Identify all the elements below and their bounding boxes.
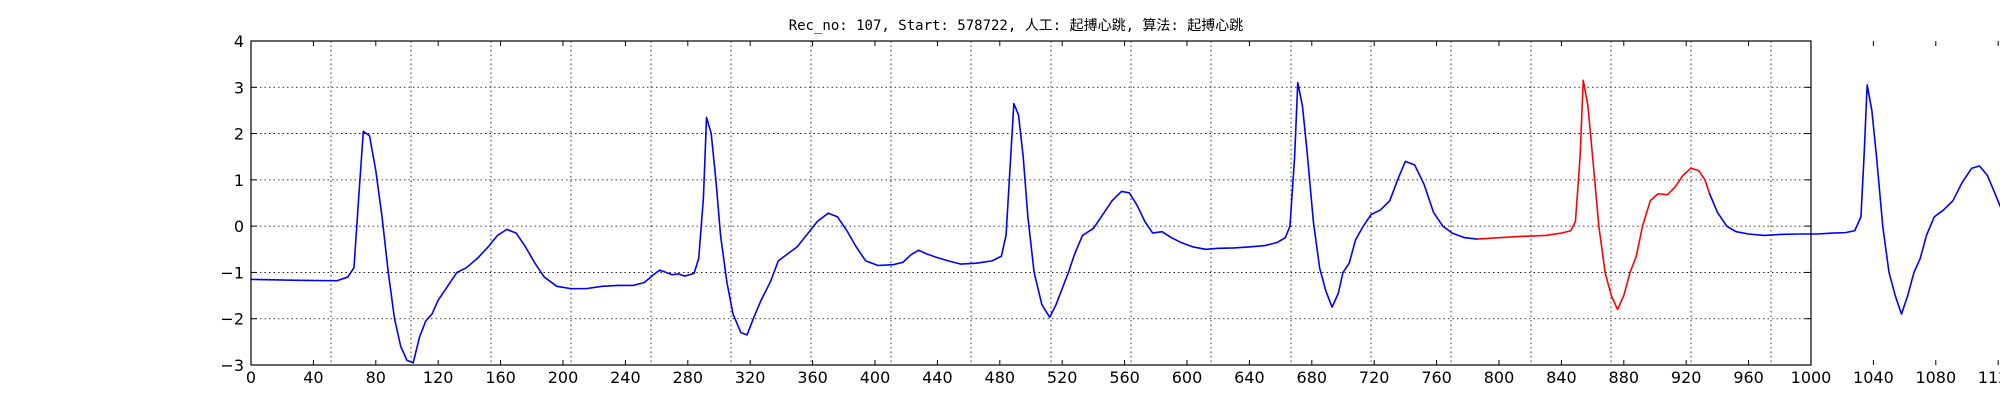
ecg-signal-segment: [1708, 84, 2000, 315]
x-tick-label: 840: [1546, 368, 1577, 387]
y-tick-label: 4: [234, 32, 244, 51]
x-tick-label: 360: [797, 368, 828, 387]
y-tick-label: 3: [234, 78, 244, 97]
x-tick-label: 600: [1172, 368, 1203, 387]
x-tick-label: 760: [1421, 368, 1452, 387]
y-tick-label: 1: [234, 171, 244, 190]
plot-frame: [250, 40, 1812, 366]
ecg-signal-segment: [250, 81, 1478, 364]
x-tick-label: 640: [1234, 368, 1265, 387]
x-tick-label: 880: [1609, 368, 1640, 387]
x-tick-label: 440: [922, 368, 953, 387]
x-tick-label: 120: [423, 368, 454, 387]
x-tick-label: 520: [1047, 368, 1078, 387]
y-tick-label: 0: [234, 217, 244, 236]
x-tick-label: 920: [1671, 368, 1702, 387]
x-tick-label: 0: [246, 368, 256, 387]
x-tick-label: 240: [610, 368, 641, 387]
x-tick-label: 1040: [1853, 368, 1894, 387]
x-tick-label: 800: [1484, 368, 1515, 387]
x-tick-label: 200: [548, 368, 579, 387]
chart-title: Rec_no: 107, Start: 578722, 人工: 起搏心跳, 算法…: [789, 17, 1244, 34]
y-tick-label: −3: [220, 356, 244, 375]
x-tick-label: 40: [303, 368, 323, 387]
plot-area: [250, 79, 2000, 364]
x-tick-label: 280: [673, 368, 704, 387]
x-axis: 0 40 80 120 160 200 240 280 320 360 400 440 480 520 56…: [246, 41, 2000, 387]
x-tick-label: 1000: [1791, 368, 1832, 387]
x-tick-label: 320: [735, 368, 766, 387]
ecg-highlight-segment: [1476, 79, 1711, 311]
y-tick-label: 2: [234, 125, 244, 144]
x-tick-label: 720: [1359, 368, 1390, 387]
y-tick-label: −1: [220, 263, 244, 282]
x-tick-label: 960: [1733, 368, 1764, 387]
x-tick-label: 80: [366, 368, 386, 387]
x-tick-label: 680: [1297, 368, 1328, 387]
y-tick-label: −2: [220, 310, 244, 329]
y-axis: −3 −2 −1 0 1 2 3 4: [220, 32, 1811, 375]
x-tick-label: 400: [860, 368, 891, 387]
x-tick-label: 560: [1109, 368, 1140, 387]
x-tick-label: 480: [985, 368, 1016, 387]
x-tick-label: 1120: [1978, 368, 2000, 387]
x-tick-label: 1080: [1915, 368, 1956, 387]
x-tick-label: 160: [485, 368, 516, 387]
